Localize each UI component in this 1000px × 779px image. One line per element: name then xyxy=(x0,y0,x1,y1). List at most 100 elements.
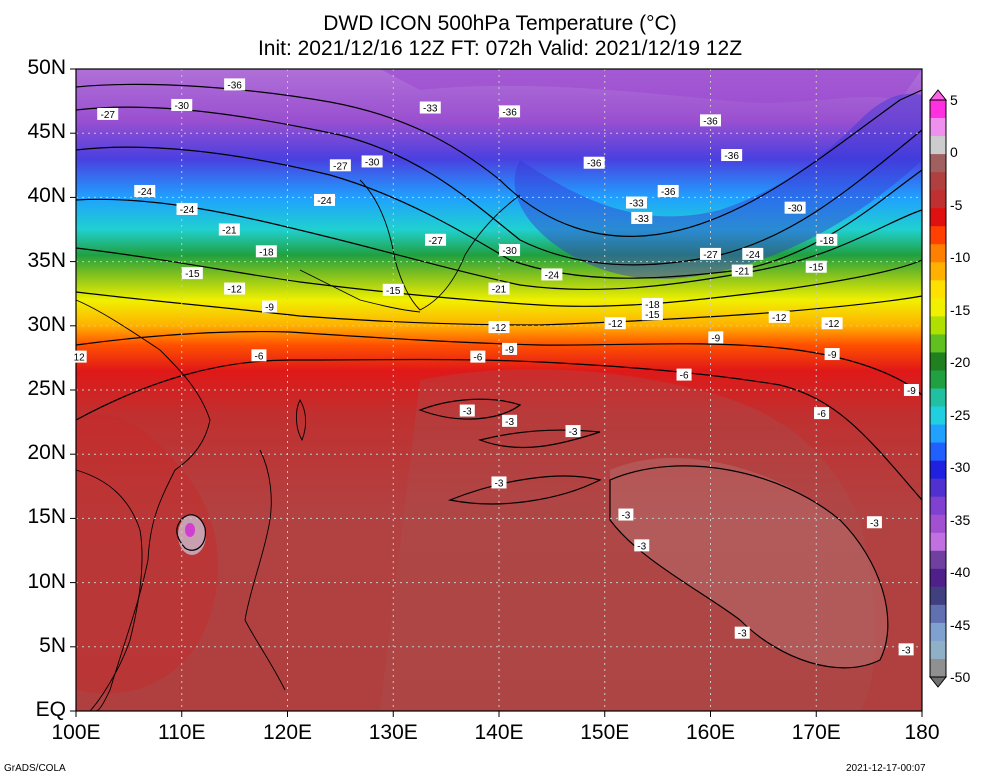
contour-label-text: -3 xyxy=(463,407,472,418)
contour-label-box xyxy=(97,107,119,120)
contour-label: -3 xyxy=(898,643,914,656)
contour-label: -24 xyxy=(176,202,198,216)
contour-label: -9 xyxy=(262,300,278,314)
colorbar-segment xyxy=(930,154,946,173)
isotherm-18 xyxy=(75,198,923,291)
colorbar-segment xyxy=(930,568,946,588)
contour-label-box xyxy=(634,539,650,552)
contour-label: -15 xyxy=(382,283,404,297)
isotherm-contours xyxy=(75,83,923,669)
axis-ticks xyxy=(70,68,923,717)
contour-label-text: -27 xyxy=(428,236,443,247)
colorbar-segment xyxy=(930,424,946,444)
contour-label-text: -12 xyxy=(227,285,242,296)
contour-label-text: -27 xyxy=(100,110,115,121)
contour-label-text: -36 xyxy=(724,151,739,162)
colorbar-label: -5 xyxy=(950,196,963,213)
contour-label-text: -30 xyxy=(788,204,803,215)
contour-label: -12 xyxy=(604,317,626,330)
contour-label: -18 xyxy=(641,297,663,311)
contour-label: -21 xyxy=(218,223,240,237)
colorbar-segment xyxy=(930,298,946,317)
longitude-label: 150E xyxy=(580,721,630,744)
latitude-label: 15N xyxy=(27,505,66,529)
contour-label: -3 xyxy=(565,425,581,438)
contour-label-box xyxy=(329,159,351,172)
indochina-coastline xyxy=(75,469,143,712)
colorbar-segment xyxy=(930,226,946,245)
china-coastline xyxy=(75,299,211,712)
isotherm-3-patch-b xyxy=(477,429,601,449)
contour-label-box xyxy=(361,155,383,168)
colorbar-segment xyxy=(930,604,946,624)
colorbar-segment xyxy=(930,460,946,480)
contour-label-text: -33 xyxy=(635,214,650,225)
cold-core-shading xyxy=(380,69,922,103)
contour-label: -3 xyxy=(618,508,634,522)
contour-label: -15 xyxy=(181,267,203,280)
contour-label-box xyxy=(676,368,692,381)
contour-label: -36 xyxy=(721,149,743,162)
contour-label-box xyxy=(618,508,634,521)
longitude-label: 120E xyxy=(262,721,313,744)
latitude-label: 5N xyxy=(39,633,66,657)
contour-label-text: -3 xyxy=(902,645,911,656)
isotherm-3-patch-d xyxy=(609,465,889,669)
contour-label-text: -21 xyxy=(735,267,750,278)
contour-label: -36 xyxy=(700,114,721,127)
contour-label-box xyxy=(541,268,563,281)
latitude-label: 40N xyxy=(27,184,66,208)
contour-label-box xyxy=(488,282,510,295)
contour-label-text: -12 xyxy=(825,319,840,330)
contour-label: -3 xyxy=(459,404,475,418)
contour-label-text: -30 xyxy=(175,101,190,112)
longitude-label: 110E xyxy=(158,721,206,744)
colorbar-label: -10 xyxy=(950,249,971,266)
contour-label-box xyxy=(625,196,647,209)
longitude-label: 170E xyxy=(791,721,841,744)
contour-label-box xyxy=(583,156,605,169)
contour-label: -27 xyxy=(329,159,351,172)
contour-label-box xyxy=(898,643,914,656)
colorbar-segment xyxy=(930,514,946,534)
contour-label: -36 xyxy=(583,156,605,170)
contour-label-text: -6 xyxy=(254,351,263,362)
colorbar-label: -25 xyxy=(950,406,971,423)
colorbar-segment xyxy=(930,190,946,209)
contour-label: -3 xyxy=(502,414,518,428)
contour-label-text: -18 xyxy=(820,236,835,247)
contour-label: -12 xyxy=(768,310,790,324)
longitude-label: 140E xyxy=(474,721,524,744)
southwest-warm-shading xyxy=(76,414,219,694)
contour-label: -9 xyxy=(824,348,840,361)
contour-label-text: -30 xyxy=(502,246,517,257)
contour-label-text: -30 xyxy=(365,157,380,168)
contour-label-text: -12 xyxy=(772,313,787,324)
latitude-label: 25N xyxy=(27,377,66,400)
contour-label: -18 xyxy=(255,245,277,258)
longitude-label: 100E xyxy=(51,721,101,744)
contour-label-text: -9 xyxy=(828,350,837,361)
contour-label-box xyxy=(903,384,919,396)
isotherm-12 xyxy=(75,291,923,326)
colorbar-segment xyxy=(930,658,946,678)
contour-label-box xyxy=(631,211,653,224)
contour-label-box xyxy=(314,193,336,206)
colorbar-segment xyxy=(930,496,946,516)
contour-label-box xyxy=(499,244,521,257)
colorbar-segment xyxy=(930,334,946,353)
contour-label: -3 xyxy=(866,516,882,529)
contour-label-box xyxy=(641,297,663,310)
contour-label-text: -3 xyxy=(621,511,630,522)
contour-label-box xyxy=(721,149,743,162)
ryukyu-coastline xyxy=(299,269,421,313)
contour-label: -3 xyxy=(734,626,750,640)
latitude-label: 10N xyxy=(27,569,66,593)
contour-label-box xyxy=(181,267,203,280)
contour-label-box xyxy=(657,184,679,197)
contour-label-box xyxy=(604,317,626,330)
colorbar-segment xyxy=(930,388,946,408)
contour-label-box xyxy=(262,300,278,313)
contour-label: -27 xyxy=(700,247,721,261)
colorbar-segment xyxy=(930,442,946,462)
